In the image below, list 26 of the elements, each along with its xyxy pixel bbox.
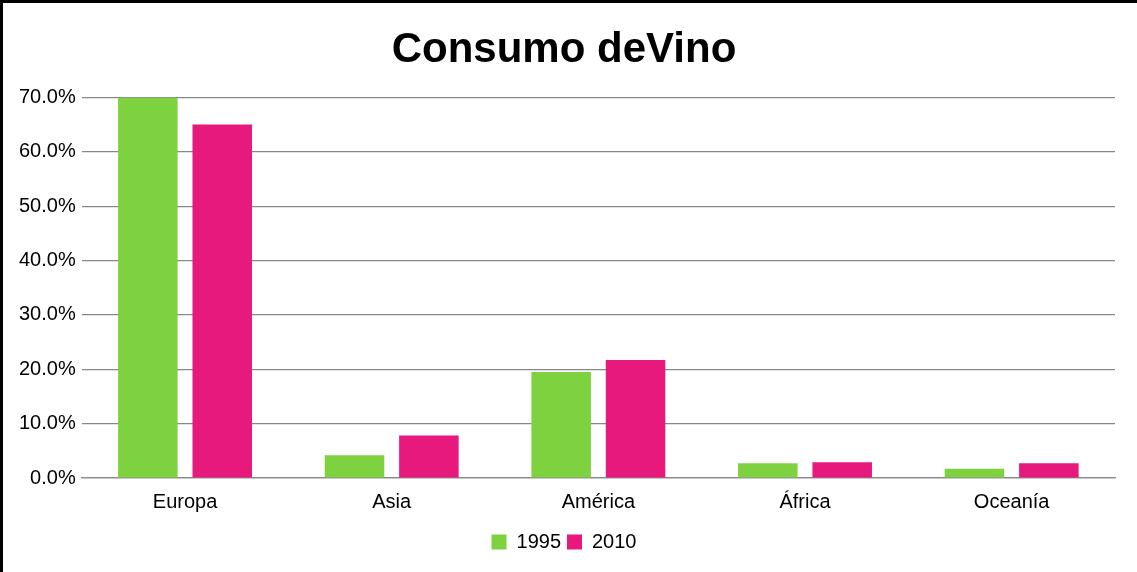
bar bbox=[118, 97, 178, 478]
chart-title: Consumo deVino bbox=[391, 23, 737, 71]
bar bbox=[738, 463, 798, 478]
y-tick-label: 20.0% bbox=[18, 356, 76, 379]
y-tick-label: 40.0% bbox=[18, 248, 76, 271]
bar bbox=[812, 462, 872, 478]
bar bbox=[605, 360, 666, 478]
y-tick-label: 30.0% bbox=[18, 302, 76, 325]
y-tick-label: 50.0% bbox=[18, 193, 76, 216]
legend-label: 2010 bbox=[592, 529, 637, 552]
x-tick-label: América bbox=[561, 489, 636, 512]
x-tick-label: Asia bbox=[372, 489, 413, 512]
x-tick-label: África bbox=[779, 489, 832, 512]
bar bbox=[531, 371, 591, 478]
x-tick-label: Europa bbox=[152, 489, 219, 512]
bar bbox=[399, 435, 459, 478]
x-tick-label: Oceanía bbox=[973, 489, 1051, 512]
bar bbox=[192, 124, 252, 478]
bar bbox=[944, 468, 1005, 478]
bar bbox=[324, 455, 385, 478]
y-tick-label: 70.0% bbox=[18, 84, 76, 107]
legend-label: 1995 bbox=[516, 529, 562, 552]
bar bbox=[1019, 463, 1079, 478]
y-tick-label: 60.0% bbox=[18, 139, 76, 162]
y-tick-label: 0.0% bbox=[30, 465, 76, 488]
y-tick-label: 10.0% bbox=[18, 411, 76, 434]
